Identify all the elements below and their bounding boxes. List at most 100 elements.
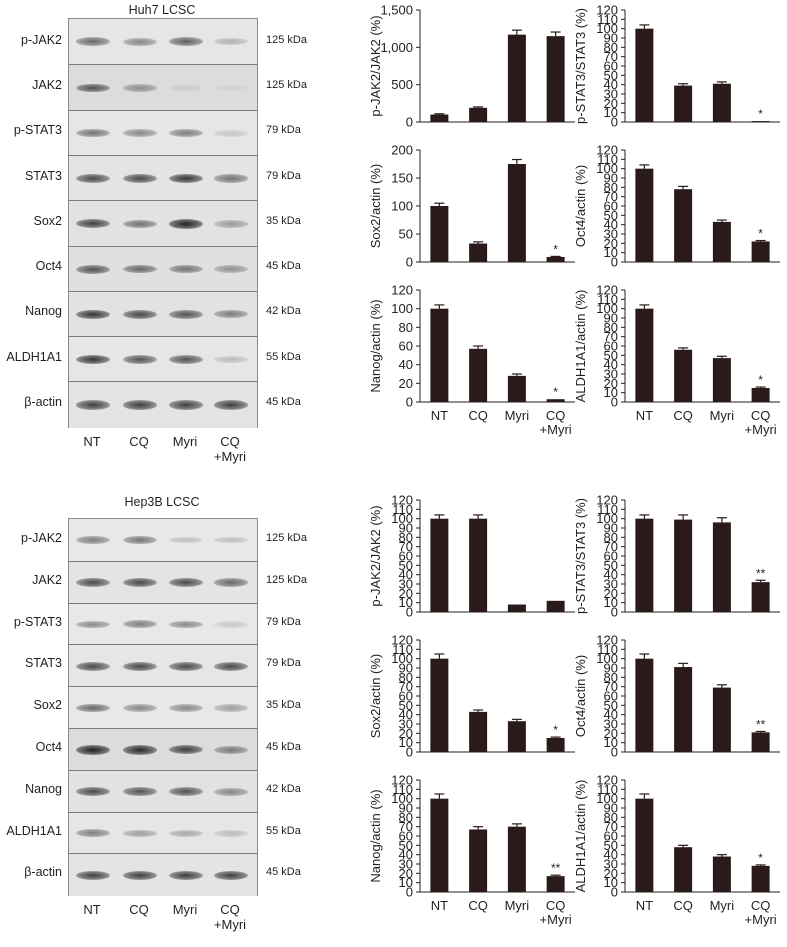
x-tick-label: CQ xyxy=(673,408,693,423)
y-axis-label: ALDH1A1/actin (%) xyxy=(573,290,588,403)
blot-band xyxy=(214,356,248,364)
protein-label: Sox2 xyxy=(33,698,63,713)
lane-label: +Myri xyxy=(213,448,247,464)
blot-band xyxy=(169,536,203,544)
y-axis-label: p-JAK2/JAK2 (%) xyxy=(368,15,383,116)
protein-label: ALDH1A1 xyxy=(6,349,62,364)
blot-band xyxy=(123,829,157,838)
y-tick-label: 150 xyxy=(391,171,413,186)
bar xyxy=(507,604,526,612)
molecular-weight-label: 125 kDa xyxy=(266,573,307,586)
bar xyxy=(430,114,449,122)
y-tick-label: 60 xyxy=(604,339,618,354)
blot-band xyxy=(214,400,248,410)
y-tick-label: 100 xyxy=(596,301,618,316)
lane-label: NT xyxy=(83,902,101,918)
bar xyxy=(469,348,488,402)
x-tick-label: CQ xyxy=(468,898,488,913)
protein-label: p-STAT3 xyxy=(13,614,62,629)
bar xyxy=(635,658,654,752)
blot-band xyxy=(169,400,203,410)
blot-band xyxy=(123,37,157,46)
y-tick-label: 40 xyxy=(399,567,413,582)
blot-row-aldh1a1 xyxy=(69,336,257,383)
molecular-weight-label: 42 kDa xyxy=(266,305,301,318)
y-tick-label: 90 xyxy=(604,311,618,326)
y-tick-label: 110 xyxy=(597,12,618,27)
y-tick-label: 30 xyxy=(604,227,618,242)
y-axis-label: Sox2/actin (%) xyxy=(368,164,383,249)
bar xyxy=(674,667,693,752)
y-tick-label: 70 xyxy=(604,819,618,834)
y-tick-label: 80 xyxy=(604,810,618,825)
y-tick-label: 80 xyxy=(399,320,413,335)
y-tick-label: 120 xyxy=(596,143,618,158)
y-axis-label: Nanog/actin (%) xyxy=(368,299,383,392)
bar xyxy=(546,876,565,892)
x-tick-label: +Myri xyxy=(540,912,572,927)
blot-band xyxy=(76,174,110,184)
blot-band xyxy=(214,745,248,754)
y-tick-label: 110 xyxy=(597,502,618,517)
protein-label: JAK2 xyxy=(32,77,62,92)
lane-label: +Myri xyxy=(213,917,247,933)
y-tick-label: 80 xyxy=(604,180,618,195)
x-tick-label: CQ xyxy=(673,898,693,913)
y-tick-label: 110 xyxy=(597,642,618,657)
blot-band xyxy=(76,620,110,629)
blot-band xyxy=(76,400,110,410)
blot-row-p-jak2 xyxy=(69,19,257,65)
bar xyxy=(712,83,731,122)
blot-band xyxy=(214,38,248,46)
bar xyxy=(507,826,526,892)
bar xyxy=(674,349,693,402)
protein-label: Nanog xyxy=(25,304,62,319)
y-tick-label: 0 xyxy=(611,885,618,900)
bar xyxy=(712,856,731,892)
lane-label: CQ xyxy=(220,433,240,449)
blot-row-p-jak2 xyxy=(69,519,257,561)
molecular-weight-label: 125 kDa xyxy=(266,33,307,46)
blot-band xyxy=(169,218,203,229)
y-tick-label: 10 xyxy=(399,735,413,750)
blot-band xyxy=(123,400,157,410)
bar xyxy=(546,600,565,612)
blot-band xyxy=(123,578,157,588)
bar xyxy=(712,522,731,612)
blot-row-stat3 xyxy=(69,154,257,202)
lane-label: Myri xyxy=(172,902,198,918)
blot-band xyxy=(76,661,110,671)
molecular-weight-label: 79 kDa xyxy=(266,169,301,182)
protein-label: Sox2 xyxy=(33,213,63,228)
significance-marker: ** xyxy=(756,566,766,580)
significance-marker: * xyxy=(758,107,763,121)
blot-row--actin xyxy=(69,853,257,897)
y-axis-label: Sox2/actin (%) xyxy=(368,654,383,739)
blot-band xyxy=(214,265,248,273)
bar xyxy=(751,121,770,122)
blot-row-nanog xyxy=(69,769,257,813)
protein-label: STAT3 xyxy=(24,168,62,183)
y-tick-label: 70 xyxy=(604,329,618,344)
y-tick-label: 30 xyxy=(399,717,413,732)
y-tick-label: 60 xyxy=(604,829,618,844)
y-tick-label: 80 xyxy=(604,670,618,685)
y-tick-label: 30 xyxy=(604,577,618,592)
y-tick-label: 60 xyxy=(399,689,413,704)
blot-band xyxy=(76,745,110,755)
y-tick-label: 0 xyxy=(611,605,618,620)
blot-band xyxy=(169,129,203,138)
bar xyxy=(469,243,488,262)
blot-band xyxy=(123,620,157,629)
y-tick-label: 60 xyxy=(604,199,618,214)
blot-band xyxy=(76,578,110,588)
y-tick-label: 10 xyxy=(604,735,618,750)
y-tick-label: 40 xyxy=(399,707,413,722)
y-tick-label: 90 xyxy=(604,171,618,186)
bar xyxy=(635,168,654,262)
x-tick-label: CQ xyxy=(468,408,488,423)
bar xyxy=(507,34,526,122)
blot-band xyxy=(123,661,157,671)
y-tick-label: 70 xyxy=(399,679,413,694)
